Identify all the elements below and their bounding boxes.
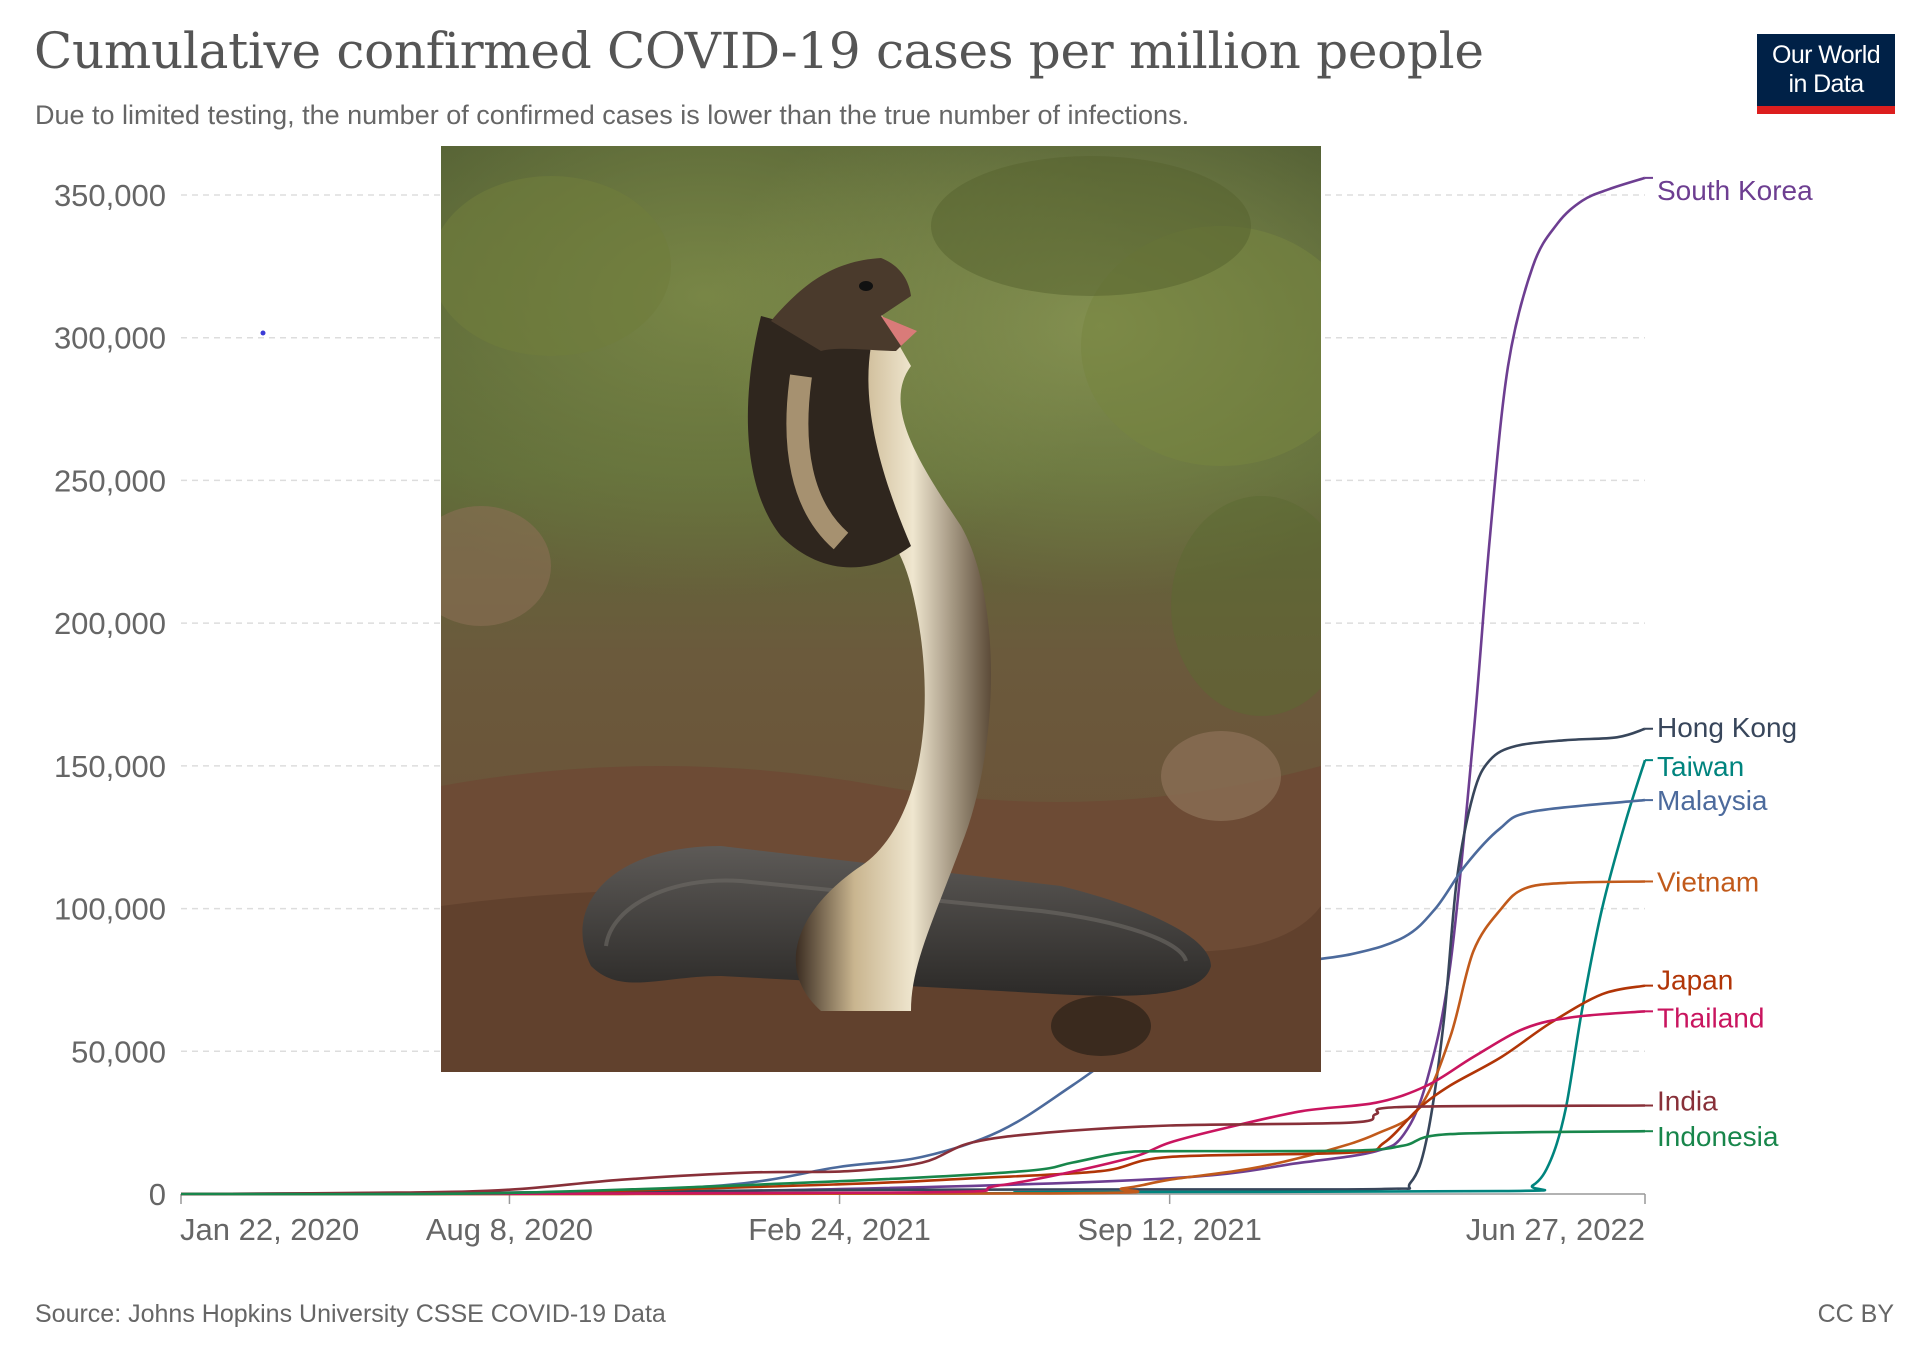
- series-label-thailand[interactable]: Thailand: [1657, 1002, 1764, 1033]
- x-tick-label: Sep 12, 2021: [1077, 1212, 1261, 1247]
- footer-source[interactable]: Source: Johns Hopkins University CSSE CO…: [35, 1300, 666, 1328]
- y-tick-label: 350,000: [54, 178, 166, 213]
- logo-line-1: Our World: [1771, 41, 1881, 69]
- y-tick-label: 200,000: [54, 606, 166, 641]
- series-label-vietnam[interactable]: Vietnam: [1657, 866, 1759, 897]
- footer-license[interactable]: CC BY: [1817, 1300, 1894, 1328]
- series-label-hong-kong[interactable]: Hong Kong: [1657, 712, 1797, 743]
- owid-logo[interactable]: Our World in Data: [1757, 34, 1895, 114]
- series-label-indonesia[interactable]: Indonesia: [1657, 1121, 1779, 1152]
- y-tick-label: 300,000: [54, 321, 166, 356]
- series-label-japan[interactable]: Japan: [1657, 965, 1733, 996]
- y-tick-label: 250,000: [54, 463, 166, 498]
- series-layer: [180, 176, 1647, 1196]
- x-tick-label: Aug 8, 2020: [426, 1212, 593, 1247]
- chart-subtitle: Due to limited testing, the number of co…: [35, 100, 1190, 130]
- cobra-photo: [441, 146, 1321, 1072]
- x-tick-label: Feb 24, 2021: [748, 1212, 931, 1247]
- y-tick-label: 50,000: [71, 1034, 166, 1069]
- axis-layer: 0 50,000 100,000 150,000 200,000 250,000 300,0…: [54, 178, 1646, 1247]
- y-tick-label: 150,000: [54, 749, 166, 784]
- stray-dot: [260, 330, 266, 336]
- x-tick-label: Jun 27, 2022: [1466, 1212, 1645, 1247]
- series-line-hong-kong[interactable]: [180, 727, 1646, 1196]
- series-line-india[interactable]: [180, 1104, 1646, 1196]
- y-tick-label: 100,000: [54, 892, 166, 927]
- series-label-malaysia[interactable]: Malaysia: [1657, 785, 1768, 816]
- series-line-thailand[interactable]: [180, 1010, 1646, 1196]
- y-tick-label: 0: [149, 1177, 166, 1212]
- series-label-south-korea[interactable]: South Korea: [1657, 175, 1813, 206]
- x-tick-label: Jan 22, 2020: [180, 1212, 359, 1247]
- series-label-india[interactable]: India: [1657, 1086, 1718, 1117]
- logo-line-2: in Data: [1788, 70, 1864, 98]
- chart-title: Cumulative confirmed COVID-19 cases per …: [34, 22, 1484, 80]
- series-line-indonesia[interactable]: [180, 1129, 1646, 1196]
- series-label-taiwan[interactable]: Taiwan: [1657, 751, 1744, 782]
